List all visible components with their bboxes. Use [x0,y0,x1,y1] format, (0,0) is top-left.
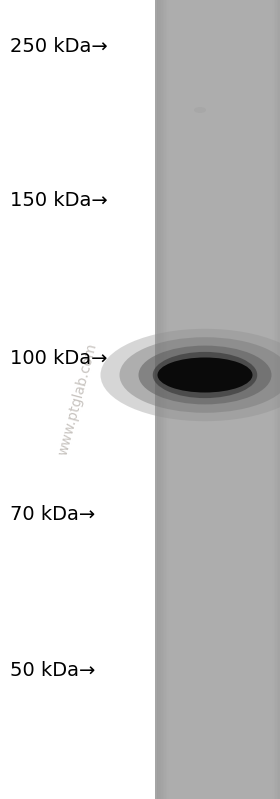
Text: 50 kDa→: 50 kDa→ [10,661,95,679]
Bar [275,0,278,799]
Ellipse shape [139,346,272,404]
Bar [157,0,160,799]
Bar [161,0,164,799]
Text: 70 kDa→: 70 kDa→ [10,506,95,524]
Bar [155,0,158,799]
Bar [163,0,166,799]
Bar [166,0,169,799]
Text: www.ptglab.com: www.ptglab.com [56,342,99,457]
Bar [274,0,276,799]
Bar [272,0,275,799]
Text: 150 kDa→: 150 kDa→ [10,190,108,209]
Bar [164,0,167,799]
Bar [278,0,280,799]
Ellipse shape [101,329,280,421]
Ellipse shape [120,337,280,413]
Ellipse shape [194,107,206,113]
Ellipse shape [153,352,257,398]
Bar [155,0,280,799]
Bar [160,0,163,799]
Bar [158,0,161,799]
Text: 100 kDa→: 100 kDa→ [10,348,108,368]
Bar [276,0,279,799]
Text: 250 kDa→: 250 kDa→ [10,38,108,57]
Ellipse shape [157,357,253,392]
